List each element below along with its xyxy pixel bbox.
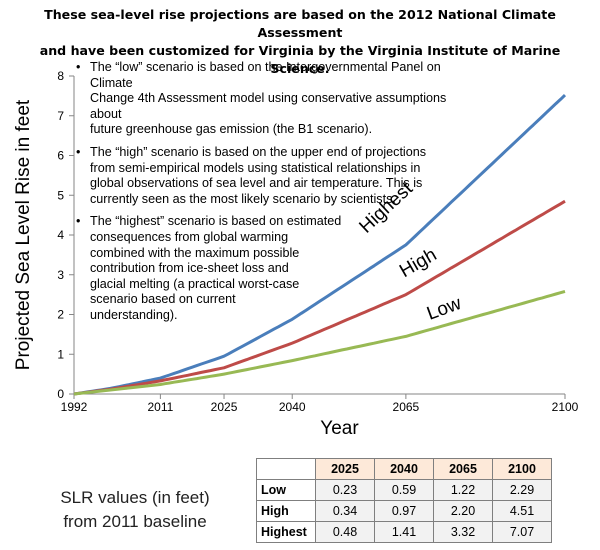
- header-line-2: and have been customized for Virginia by…: [39, 43, 561, 76]
- table-cell: 1.22: [433, 479, 493, 501]
- note-low: • The “low” scenario is based on the Int…: [74, 60, 454, 138]
- row-header: High: [256, 500, 316, 522]
- col-header: 2025: [315, 458, 375, 480]
- table-cell: 4.51: [492, 500, 552, 522]
- table-cell: 0.48: [315, 521, 375, 543]
- table-cell: 2.29: [492, 479, 552, 501]
- caption-line-2: from 2011 baseline: [63, 512, 207, 531]
- caption-line-1: SLR values (in feet): [60, 488, 210, 507]
- row-header: Low: [256, 479, 316, 501]
- bullet-icon: •: [76, 60, 81, 74]
- x-tick-label: 2100: [552, 400, 579, 414]
- note-highest-text: The “highest” scenario is based on estim…: [90, 214, 342, 322]
- y-tick-label: 4: [57, 228, 64, 242]
- y-tick-label: 0: [57, 387, 64, 401]
- table-row: Low 0.23 0.59 1.22 2.29: [256, 479, 552, 501]
- x-axis-title: Year: [320, 418, 359, 439]
- series-line-low: [73, 289, 566, 396]
- y-tick-label: 5: [57, 188, 64, 202]
- y-tick-label: 8: [57, 69, 64, 83]
- x-tick-label: 2040: [279, 400, 306, 414]
- header-line-1: These sea-level rise projections are bas…: [44, 7, 556, 40]
- y-axis-title: Projected Sea Level Rise in feet: [13, 99, 34, 370]
- table-row: High 0.34 0.97 2.20 4.51: [256, 500, 552, 522]
- y-tick-label: 3: [57, 268, 64, 282]
- table-header-row: 2025 2040 2065 2100: [256, 458, 552, 480]
- y-tick-label: 2: [57, 308, 64, 322]
- table-row: Highest 0.48 1.41 3.32 7.07: [256, 521, 552, 543]
- table-corner-cell: [256, 458, 316, 480]
- note-high-text: The “high” scenario is based on the uppe…: [90, 144, 427, 206]
- x-tick-label: 2025: [211, 400, 238, 414]
- table-cell: 0.23: [315, 479, 375, 501]
- x-tick-label: 1992: [61, 400, 88, 414]
- slr-values-table: 2025 2040 2065 2100 Low 0.23 0.59 1.22 2…: [256, 458, 552, 543]
- table-cell: 0.59: [374, 479, 434, 501]
- scenario-notes: • The “low” scenario is based on the Int…: [74, 60, 454, 331]
- table-cell: 2.20: [433, 500, 493, 522]
- note-low-text: The “low” scenario is based on the Inter…: [90, 60, 447, 137]
- series-line-high: [73, 199, 566, 396]
- table-cell: 0.34: [315, 500, 375, 522]
- note-high: • The “high” scenario is based on the up…: [74, 145, 454, 207]
- y-tick-label: 6: [57, 149, 64, 163]
- col-header: 2040: [374, 458, 434, 480]
- bullet-icon: •: [76, 144, 81, 159]
- x-tick-label: 2065: [393, 400, 420, 414]
- col-header: 2100: [492, 458, 552, 480]
- sea-level-chart: 0 1 2 3 4 5 6 7 8 1992 2011 2025 2040 2065 2100 Year Pro…: [13, 69, 579, 439]
- col-header: 2065: [433, 458, 493, 480]
- row-header: Highest: [256, 521, 316, 543]
- table-cell: 1.41: [374, 521, 434, 543]
- chart-header: These sea-level rise projections are bas…: [10, 6, 590, 78]
- series-line-highest: [73, 94, 567, 396]
- x-tick-label: 2011: [147, 400, 173, 414]
- table-cell: 7.07: [492, 521, 552, 543]
- note-highest: • The “highest” scenario is based on est…: [74, 214, 454, 323]
- table-cell: 3.32: [433, 521, 493, 543]
- y-tick-label: 1: [57, 347, 64, 361]
- y-tick-label: 7: [57, 109, 64, 123]
- table-cell: 0.97: [374, 500, 434, 522]
- bullet-icon: •: [76, 214, 81, 229]
- table-caption: SLR values (in feet) from 2011 baseline: [20, 486, 250, 534]
